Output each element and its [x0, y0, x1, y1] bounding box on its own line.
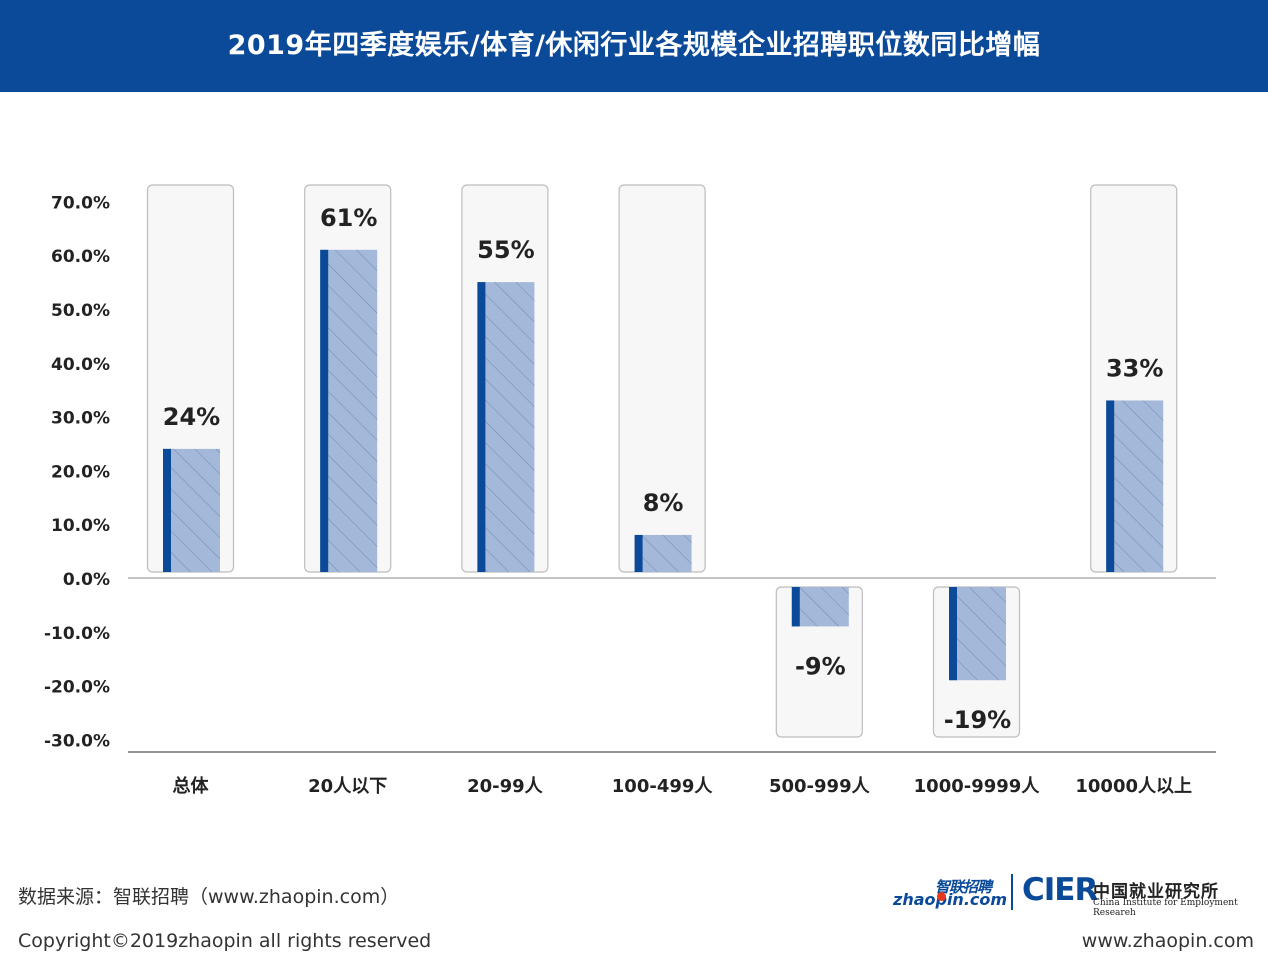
x-tick-label: 100-499人	[612, 776, 714, 797]
data-source: 数据来源：智联招聘（www.zhaopin.com）	[18, 886, 400, 908]
bar-hatch	[634, 534, 692, 572]
y-tick-label: -10.0%	[44, 624, 110, 644]
data-label: -9%	[795, 652, 846, 680]
copyright: Copyright©2019zhaopin all rights reserve…	[18, 930, 432, 952]
bar-hatch	[477, 282, 535, 572]
x-tick-label: 500-999人	[769, 776, 871, 797]
data-label: 8%	[643, 489, 684, 517]
x-tick-label: 1000-9999人	[914, 776, 1041, 797]
y-tick-label: 50.0%	[51, 301, 110, 321]
bar-hatch	[1106, 400, 1164, 572]
logo-divider	[1011, 874, 1013, 910]
x-tick-label: 总体	[173, 775, 210, 797]
cier-name-en: China Institute for Employment Researeh	[1093, 898, 1238, 918]
bar-accent	[163, 448, 171, 572]
logo-dot-icon	[937, 892, 946, 901]
cier-logo: CIER	[1022, 872, 1098, 908]
x-tick-label: 20-99人	[467, 776, 544, 797]
data-label: 55%	[477, 236, 534, 264]
data-label: 61%	[320, 204, 377, 232]
bar-hatch	[791, 587, 849, 627]
y-tick-label: 70.0%	[51, 193, 110, 213]
data-label: 24%	[163, 403, 220, 431]
title-bar: 2019年四季度娱乐/体育/休闲行业各规模企业招聘职位数同比增幅	[0, 0, 1268, 92]
zhaopin-logo-en: zhaopin.com	[893, 890, 1008, 909]
x-tick-label: 10000人以上	[1075, 776, 1192, 797]
cier-name-cn: 中国就业研究所	[1093, 882, 1219, 902]
chart-title: 2019年四季度娱乐/体育/休闲行业各规模企业招聘职位数同比增幅	[227, 30, 1041, 61]
y-tick-label: 60.0%	[51, 247, 110, 267]
bar-accent	[477, 282, 486, 572]
y-tick-label: -20.0%	[44, 678, 110, 698]
bar-accent	[320, 249, 329, 572]
y-tick-label: 40.0%	[51, 355, 110, 375]
y-tick-label: 30.0%	[51, 409, 110, 429]
bar-accent	[791, 587, 800, 627]
y-tick-label: 10.0%	[51, 516, 110, 536]
bar-hatch	[320, 249, 378, 572]
x-tick-label: 20人以下	[308, 776, 387, 797]
bar-hatch	[163, 448, 220, 572]
bar-hatch	[949, 587, 1006, 681]
zhaopin-logo-cn: 智联招聘	[935, 878, 992, 896]
y-tick-label: 0.0%	[63, 570, 110, 590]
data-label: 33%	[1106, 354, 1163, 382]
y-tick-label: 20.0%	[51, 462, 110, 482]
bar-accent	[634, 534, 643, 572]
website-link[interactable]: www.zhaopin.com	[1081, 930, 1254, 952]
bar-accent	[1106, 400, 1115, 572]
bar-accent	[949, 587, 957, 681]
data-label: -19%	[944, 706, 1011, 734]
zhaopin-logo: 智联招聘 zhaopin.com	[893, 876, 1007, 916]
y-tick-label: -30.0%	[44, 731, 110, 751]
bar-chart: 70.0% 60.0% 50.0% 40.0% 30.0% 20.0% 10.0% 0.0% -…	[44, 184, 1216, 797]
